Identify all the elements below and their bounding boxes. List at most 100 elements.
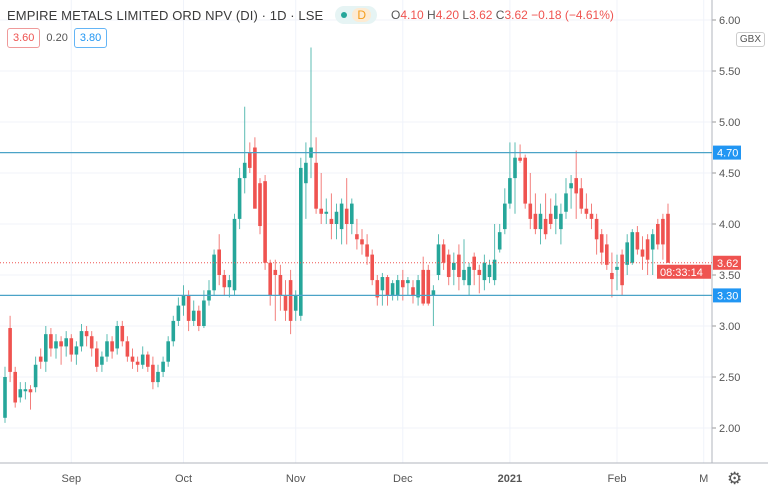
currency-label[interactable]: GBX — [735, 32, 765, 47]
candle-body — [38, 356, 43, 362]
candle-body — [222, 275, 227, 288]
last-price-label-bg — [713, 255, 741, 270]
y-tick-label: 2.00 — [719, 423, 740, 435]
candle-body — [95, 348, 99, 367]
candle-body — [508, 178, 512, 204]
candle-body — [620, 254, 624, 286]
symbol-title[interactable]: EMPIRE METALS LIMITED ORD NPV (DI) · 1D … — [7, 7, 324, 23]
candle-body — [253, 147, 257, 209]
candle-body — [350, 203, 354, 224]
level-price-label: 4.70 — [717, 148, 738, 160]
x-tick-label: 2021 — [498, 473, 522, 485]
candle-body — [69, 338, 74, 355]
candle-body — [538, 213, 543, 230]
candle-body — [125, 341, 130, 357]
y-tick-label: 4.50 — [719, 168, 740, 180]
candle-body — [120, 326, 125, 342]
x-tick-label: Dec — [393, 473, 413, 485]
candle-body — [89, 336, 94, 349]
candle-body — [33, 364, 38, 388]
candle-body — [268, 262, 272, 296]
candle-body — [395, 280, 400, 296]
x-tick-label: M — [699, 473, 708, 485]
candle-body — [227, 280, 232, 288]
low-label: L — [462, 8, 470, 22]
x-tick-label: Nov — [286, 473, 306, 485]
candle-body — [487, 264, 492, 278]
candle-body — [365, 244, 369, 257]
candle-body — [446, 254, 451, 278]
candle-body — [355, 234, 359, 240]
y-tick-label: 6.00 — [719, 15, 740, 27]
candle-body — [339, 203, 344, 230]
candle-body — [579, 188, 584, 209]
candle-body — [564, 193, 568, 212]
candle-body — [610, 272, 614, 280]
candle-body — [176, 305, 181, 321]
candle-body — [630, 232, 635, 263]
candle-body — [497, 232, 502, 250]
candle-body — [625, 242, 629, 265]
candle-body — [518, 157, 522, 161]
candle-body — [74, 346, 79, 355]
candle-body — [100, 356, 104, 365]
candle-body — [406, 280, 410, 284]
candle-body — [13, 371, 17, 403]
market-status-badge[interactable]: D — [335, 6, 377, 24]
candle-body — [385, 277, 390, 296]
chart-header: EMPIRE METALS LIMITED ORD NPV (DI) · 1D … — [7, 6, 614, 24]
sell-price-button[interactable]: 3.60 — [7, 28, 41, 48]
candle-body — [197, 310, 201, 326]
candle-body — [273, 269, 278, 275]
y-tick-label: 3.50 — [719, 270, 740, 282]
candle-body — [411, 287, 415, 296]
candle-body — [186, 295, 191, 321]
candle-body — [232, 218, 237, 291]
close-label: C — [495, 8, 505, 22]
candle-body — [589, 213, 594, 219]
candle-body — [212, 254, 216, 291]
candle-body — [299, 167, 303, 316]
candle-body — [49, 334, 53, 349]
open-value: 4.10 — [400, 8, 424, 22]
high-label: H — [427, 8, 436, 22]
candle-body — [416, 280, 420, 298]
ohlc-values: O4.10 H4.20 L3.62 C3.62 −0.18 (−4.61%) — [391, 8, 614, 22]
candle-body — [84, 331, 89, 337]
candle-body — [130, 356, 135, 362]
candle-body — [375, 280, 380, 298]
candle-body — [380, 277, 385, 291]
candle-body — [584, 208, 589, 214]
candle-body — [615, 266, 619, 270]
candle-body — [462, 269, 466, 281]
candle-body — [467, 266, 471, 286]
candle-body — [436, 244, 441, 275]
candle-body — [314, 162, 318, 209]
x-tick-label: Feb — [608, 473, 627, 485]
candle-body — [237, 178, 242, 219]
candle-body — [503, 203, 507, 230]
candle-body — [23, 389, 28, 392]
candle-body — [513, 157, 517, 179]
level-price-label-bg — [713, 288, 741, 303]
candle-body — [115, 326, 119, 349]
candle-body — [202, 300, 206, 326]
candle-body — [3, 377, 7, 418]
interval-badge: D — [352, 8, 371, 22]
candle-body — [543, 218, 548, 235]
candle-body — [166, 341, 170, 362]
candle-body — [324, 211, 329, 214]
gear-icon[interactable]: ⚙ — [727, 469, 743, 488]
candle-body — [645, 239, 650, 260]
candle-body — [329, 218, 334, 224]
candle-body — [110, 341, 114, 352]
candle-body — [472, 256, 476, 270]
buy-price-button[interactable]: 3.80 — [73, 28, 108, 48]
y-tick-label: 5.50 — [719, 66, 740, 78]
candle-body — [288, 280, 293, 321]
candle-body — [569, 183, 573, 189]
low-value: 3.62 — [469, 8, 493, 22]
candle-body — [431, 290, 436, 296]
candle-body — [8, 328, 12, 372]
